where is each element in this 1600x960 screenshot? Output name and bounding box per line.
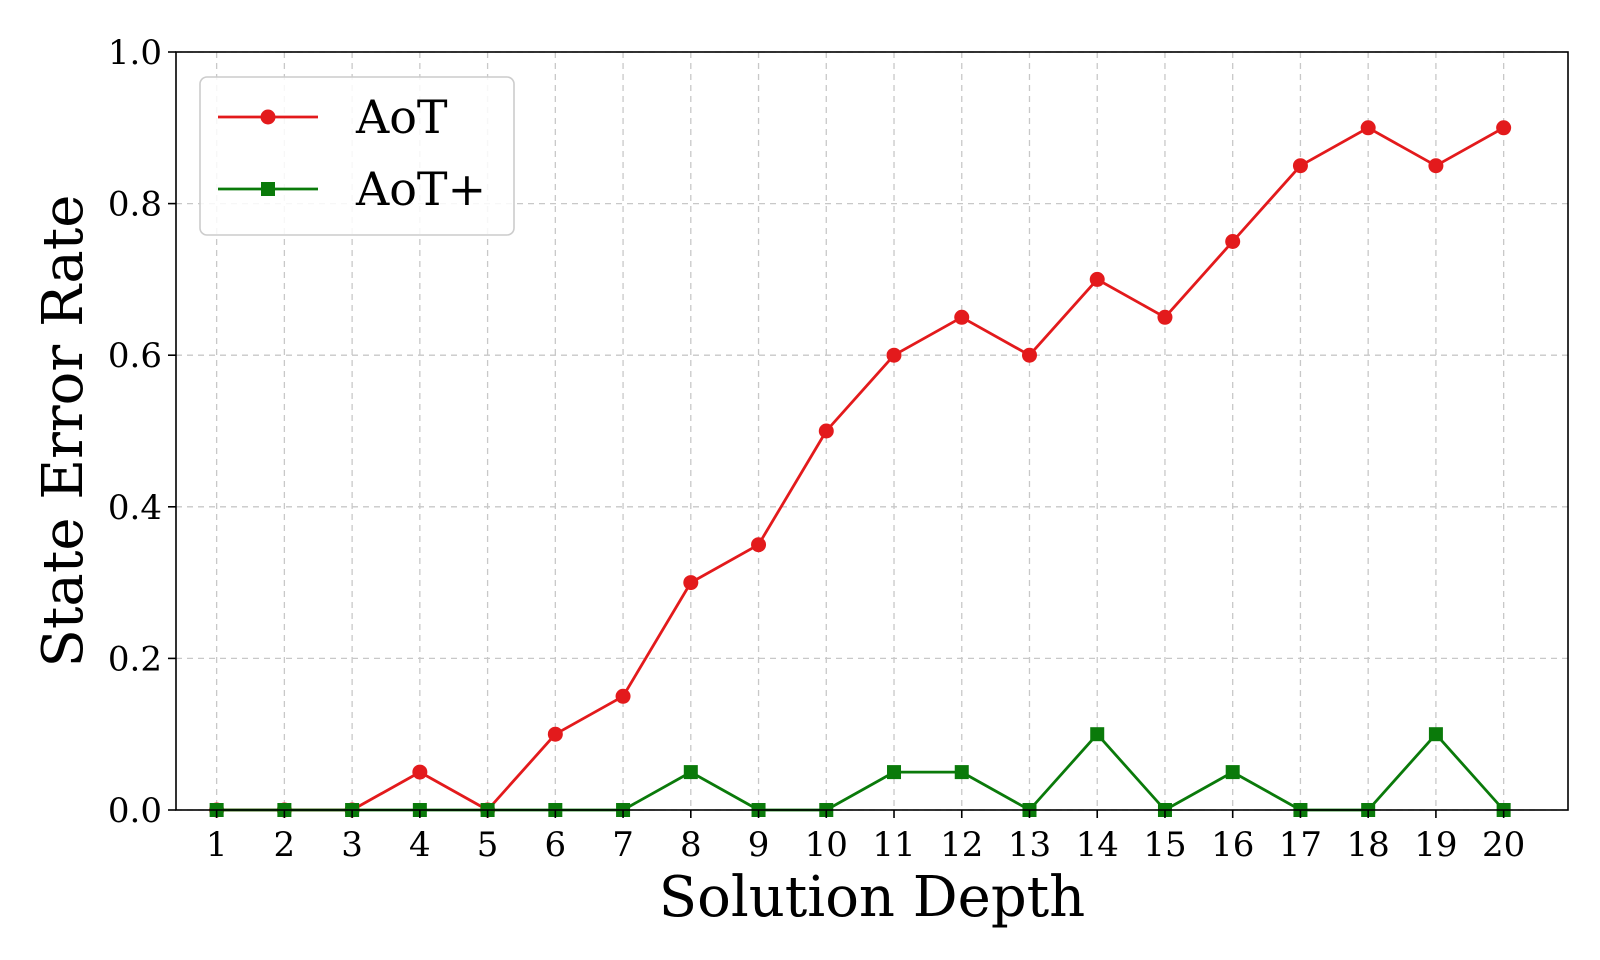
data-point: [1225, 234, 1241, 249]
data-point: [1225, 765, 1240, 780]
data-point: [954, 765, 969, 780]
data-point: [1089, 271, 1105, 287]
y-tick-label: 0.6: [108, 336, 162, 376]
x-tick-label: 2: [274, 825, 296, 865]
legend-item: AoT+: [218, 162, 486, 216]
y-axis: 0.0 0.2 0.4 0.6 0.8 1.0: [108, 33, 176, 831]
x-tick-label: 15: [1143, 825, 1186, 865]
legend-marker: [260, 109, 276, 125]
x-tick-label: 7: [612, 825, 634, 865]
x-tick-label: 9: [748, 825, 770, 865]
legend: AoT AoT+: [199, 76, 515, 236]
x-axis: 1 2 3 4 5 6 7 8 9 10 11 12 13 14 15 16 17 18 19 20: [206, 810, 1525, 865]
data-point: [615, 688, 631, 704]
data-point: [1157, 309, 1173, 325]
y-tick-label: 0.4: [108, 488, 162, 528]
x-tick-label: 13: [1008, 825, 1051, 865]
x-tick-label: 18: [1347, 825, 1390, 865]
data-point: [1428, 158, 1444, 174]
x-tick-label: 3: [341, 825, 363, 865]
y-tick-label: 0.0: [108, 791, 162, 831]
x-tick-label: 4: [409, 825, 431, 865]
data-point: [751, 537, 767, 553]
x-tick-label: 11: [872, 825, 915, 865]
data-point: [1360, 120, 1376, 136]
x-tick-label: 16: [1211, 825, 1254, 865]
data-point: [1428, 727, 1443, 742]
data-point: [683, 575, 699, 591]
x-tick-label: 8: [680, 825, 702, 865]
data-point: [1090, 727, 1105, 742]
data-point: [954, 309, 970, 325]
y-tick-label: 1.0: [108, 33, 162, 73]
y-tick-label: 0.2: [108, 639, 162, 679]
x-axis-title: Solution Depth: [659, 865, 1086, 930]
x-tick-label: 10: [805, 825, 848, 865]
x-tick-label: 5: [477, 825, 499, 865]
legend-label: AoT+: [355, 162, 486, 216]
data-point: [412, 764, 428, 780]
data-point: [547, 726, 563, 742]
series-aot-group: [209, 120, 1512, 818]
x-tick-label: 17: [1279, 825, 1322, 865]
x-tick-label: 12: [940, 825, 983, 865]
series-line: [216, 732, 1505, 812]
data-point: [1021, 347, 1037, 363]
data-point: [683, 765, 698, 780]
legend-label: AoT: [355, 90, 448, 144]
data-point: [818, 423, 834, 439]
x-tick-label: 20: [1482, 825, 1525, 865]
x-tick-label: 6: [545, 825, 567, 865]
legend-marker: [261, 182, 275, 196]
plot-frame: [175, 51, 1569, 811]
legend-item: AoT: [218, 90, 448, 144]
series-line: [216, 126, 1505, 812]
series-aot--group: [209, 727, 1511, 817]
data-point: [886, 347, 902, 363]
data-point: [1292, 158, 1308, 174]
x-tick-label: 19: [1414, 825, 1457, 865]
x-tick-label: 14: [1076, 825, 1119, 865]
data-point: [1496, 120, 1512, 136]
y-axis-title: State Error Rate: [31, 195, 96, 668]
y-tick-label: 0.8: [108, 185, 162, 225]
data-point: [887, 765, 902, 780]
x-tick-label: 1: [206, 825, 228, 865]
